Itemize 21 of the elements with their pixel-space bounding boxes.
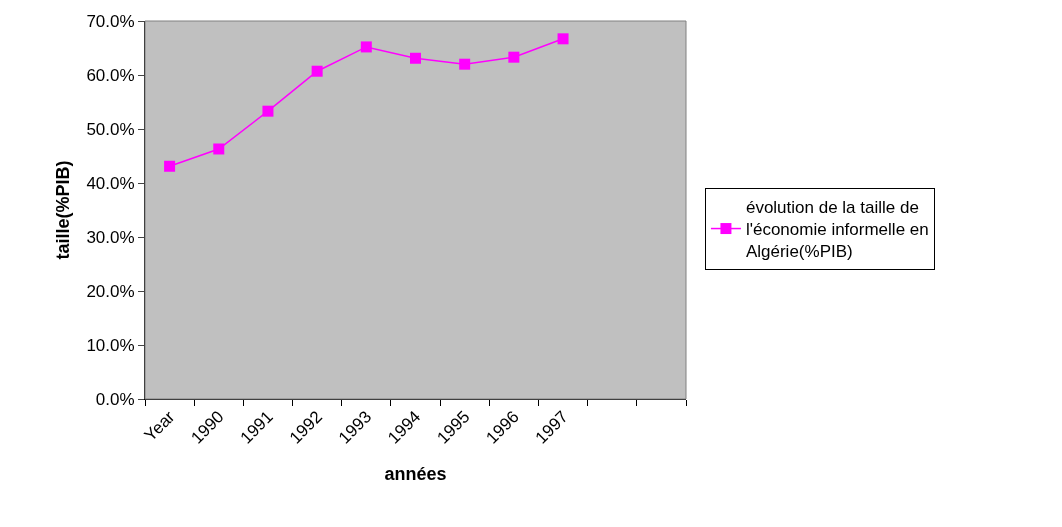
point	[459, 58, 471, 70]
y-tick-label: 50.0%	[86, 119, 135, 139]
y-tick-label: 60.0%	[86, 65, 135, 85]
y-axis-title: taille(%PIB)	[52, 160, 73, 260]
point	[410, 52, 421, 64]
point	[311, 65, 323, 77]
y-tick-label: 10.0%	[86, 335, 135, 355]
point	[164, 160, 176, 172]
y-tick-label: 0.0%	[95, 389, 135, 409]
point	[508, 51, 520, 63]
point	[360, 41, 372, 53]
point	[262, 105, 274, 117]
x-axis-title: années	[384, 463, 447, 484]
y-tick-label: 70.0%	[86, 11, 135, 31]
legend-label: évolution de la taille de l'économie informelle en Algérie(%PIB)	[745, 198, 929, 262]
y-tick-label: 30.0%	[86, 227, 135, 247]
point	[557, 33, 569, 45]
x-tick-label: Year	[140, 407, 179, 446]
y-tick-label: 40.0%	[86, 173, 135, 193]
point	[213, 143, 225, 155]
y-tick-label: 20.0%	[86, 281, 135, 301]
